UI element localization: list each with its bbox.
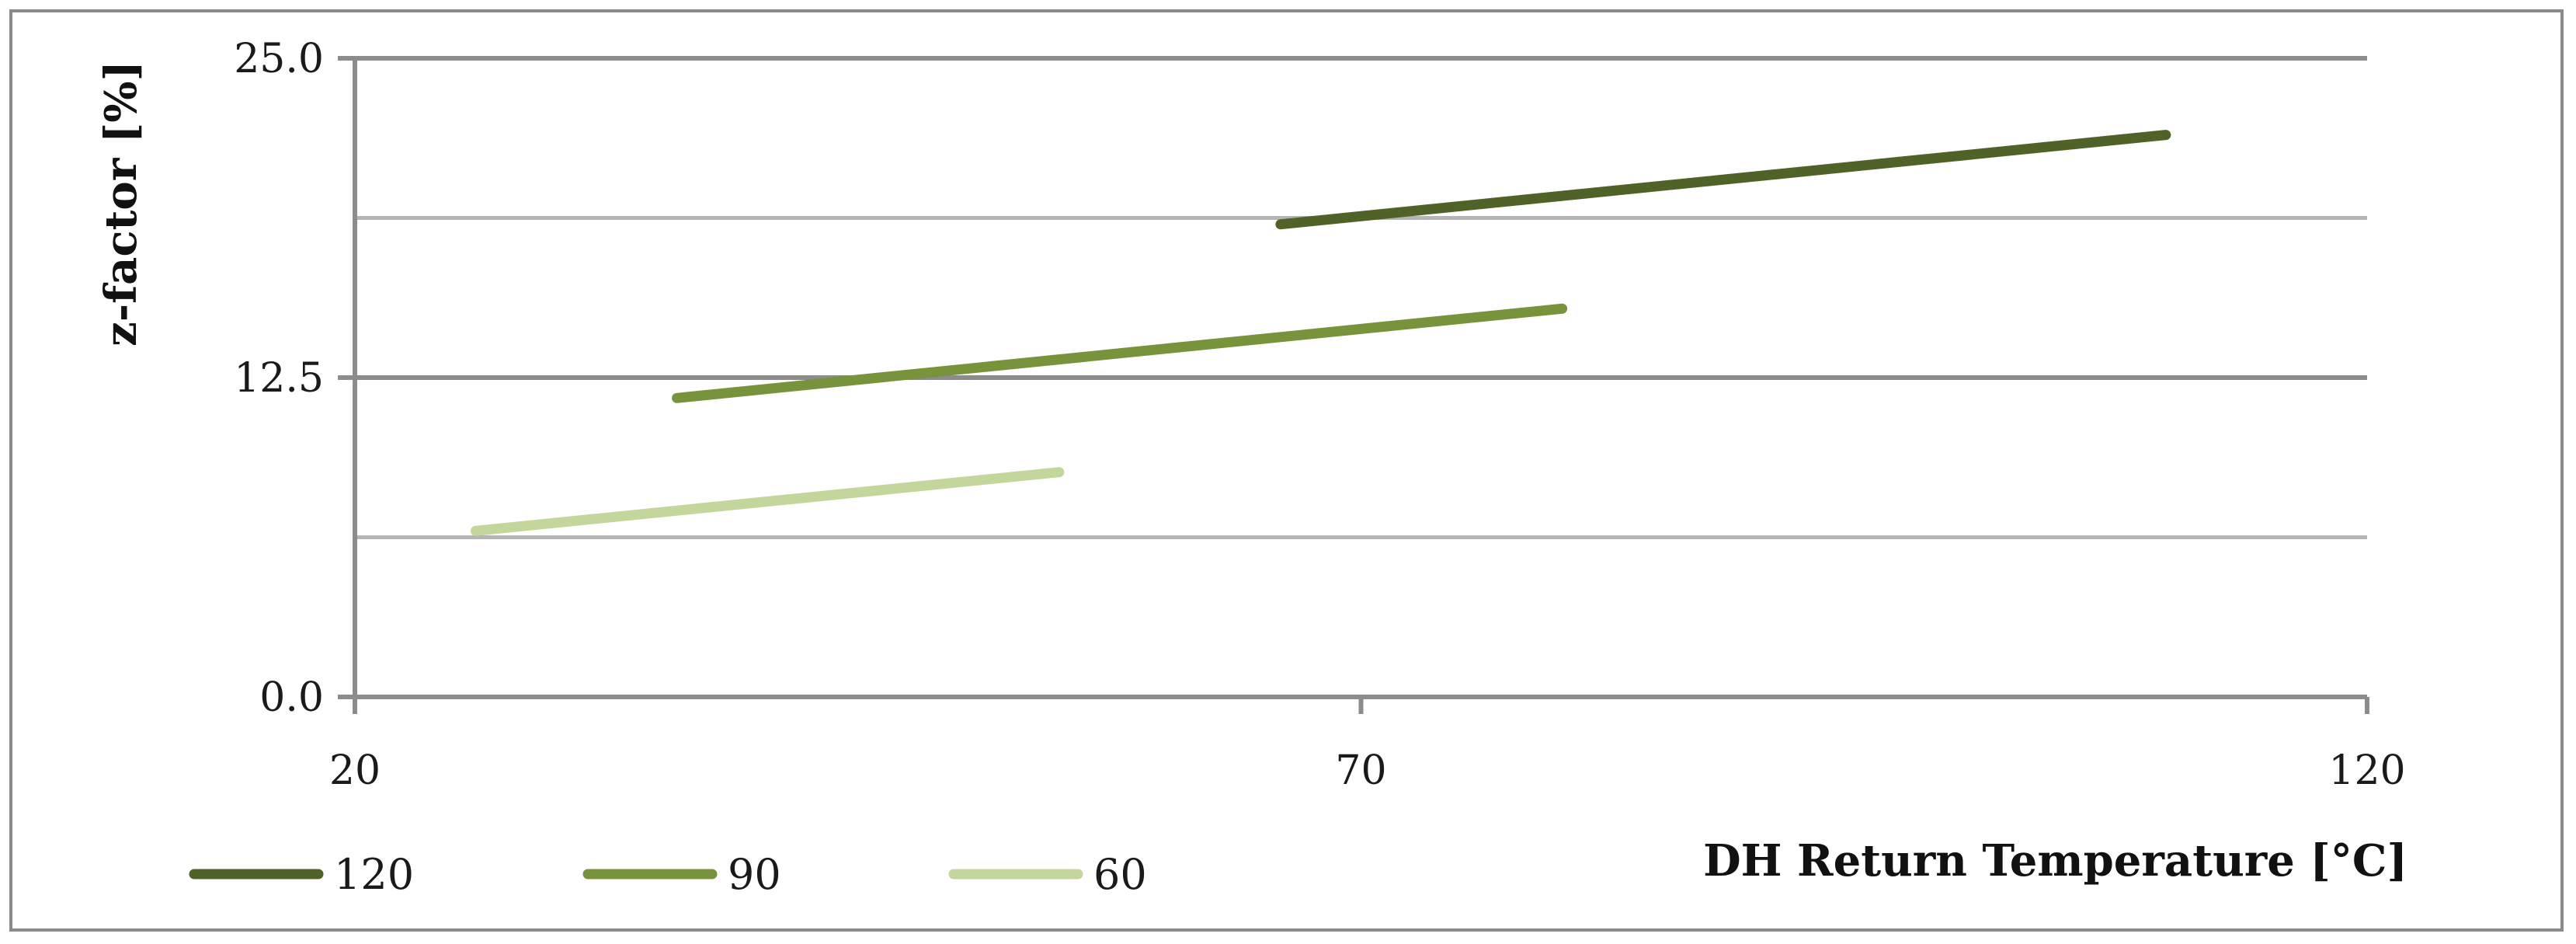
series-layer [470, 130, 2171, 536]
y-axis-title: z-factor [%] [96, 61, 147, 347]
legend-label-90: 90 [728, 850, 781, 899]
y-tick-label-1: 12.5 [234, 355, 324, 402]
legend-label-120: 120 [334, 850, 414, 899]
legend-label-60: 60 [1093, 850, 1147, 899]
x-tick-label-2: 120 [2328, 747, 2405, 794]
chart-frame [9, 9, 2564, 932]
x-tick-label-1: 70 [1335, 747, 1386, 794]
y-tick-label-0: 0.0 [259, 674, 324, 721]
series-line-120 [1275, 130, 2171, 230]
grid-layer [355, 56, 2367, 539]
legend: 120 90 60 [189, 850, 1147, 899]
x-axis-title: DH Return Temperature [°C] [1703, 835, 2407, 887]
axis-layer [338, 56, 2369, 714]
tick-label-layer: 0.0 12.5 25.0 20 70 120 [234, 36, 2405, 794]
y-tick-label-2: 25.0 [234, 36, 324, 82]
series-line-60 [470, 467, 1065, 536]
series-line-90 [672, 303, 1568, 403]
x-tick-label-0: 20 [329, 747, 381, 794]
